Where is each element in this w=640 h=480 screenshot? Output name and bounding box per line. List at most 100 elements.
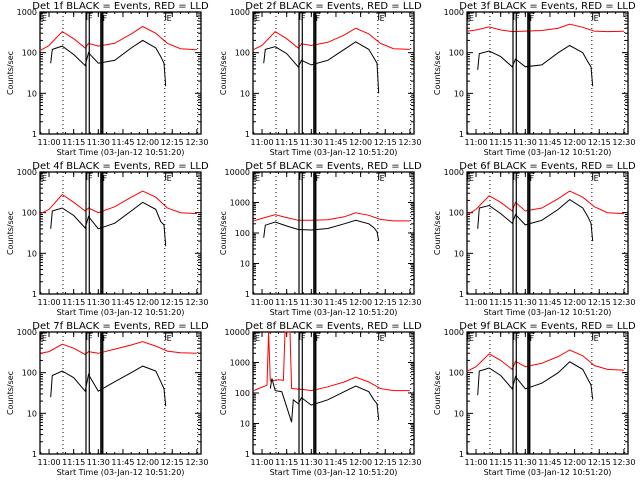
- x-tick-label: 11:15: [489, 138, 512, 147]
- x-tick-label: 11:00: [465, 458, 488, 467]
- flag-label: F: [301, 14, 306, 23]
- x-axis-label: Start Time (03-Jan-12 10:51:20): [484, 148, 612, 157]
- flag-label: F: [515, 334, 520, 343]
- y-tick-label: 1: [245, 290, 250, 299]
- panel-title: Det 6f BLACK = Events, RED = LLD: [459, 161, 636, 172]
- panel-7: Det 7f BLACK = Events, RED = LLD 1 10 100 10…: [6, 321, 209, 477]
- flag-label: E: [42, 334, 47, 343]
- lld-series-line: [467, 349, 624, 372]
- panel-1: Det 1f BLACK = Events, RED = LLD 1 10 100 10…: [6, 1, 209, 157]
- x-tick-label: 12:30: [612, 298, 635, 307]
- panel-title: Det 8f BLACK = Events, RED = LLD: [245, 321, 422, 332]
- x-tick-label: 12:00: [136, 298, 159, 307]
- x-axis-label: Start Time (03-Jan-12 10:51:20): [484, 468, 612, 477]
- y-tick-label: 1000: [17, 168, 37, 177]
- x-tick-label: 12:15: [161, 458, 184, 467]
- y-tick-label: 1: [459, 130, 464, 139]
- x-tick-label: 11:45: [324, 138, 347, 147]
- y-tick-label: 1: [459, 290, 464, 299]
- x-tick-label: 11:45: [324, 458, 347, 467]
- plot-frame: [39, 11, 202, 135]
- plot-frame: [252, 11, 415, 135]
- x-tick-label: 11:15: [62, 298, 85, 307]
- x-tick-label: 12:30: [185, 138, 208, 147]
- lld-series-line: [467, 23, 624, 33]
- x-tick-label: 12:00: [349, 298, 372, 307]
- x-tick-label: 12:00: [563, 138, 586, 147]
- x-axis-label: Start Time (03-Jan-12 10:51:20): [270, 148, 398, 157]
- panel-title: Det 9f BLACK = Events, RED = LLD: [459, 321, 636, 332]
- flag-label: F: [103, 14, 108, 23]
- panel-9: Det 9f BLACK = Events, RED = LLD 1 10 100 10…: [433, 321, 636, 477]
- lld-series-line: [253, 27, 410, 50]
- x-tick-label: 12:15: [588, 138, 611, 147]
- x-tick-label: 11:30: [514, 458, 537, 467]
- x-tick-label: 11:15: [489, 298, 512, 307]
- x-tick-label: 11:30: [87, 138, 110, 147]
- y-tick-label: 1000: [230, 8, 250, 17]
- y-tick-label: 100: [449, 209, 464, 218]
- plot-frame: [252, 171, 415, 295]
- x-tick-label: 11:00: [251, 458, 274, 467]
- y-axis-label: Counts/sec: [6, 211, 15, 255]
- panel-5: Det 5f BLACK = Events, RED = LLD 1 10 100 10…: [219, 161, 422, 317]
- y-tick-label: 1000: [230, 359, 250, 368]
- events-series-line: [477, 361, 594, 400]
- x-tick-label: 11:15: [275, 138, 298, 147]
- lld-series-line: [253, 331, 410, 392]
- panel-title: Det 2f BLACK = Events, RED = LLD: [245, 1, 422, 12]
- x-tick-label: 12:30: [398, 458, 421, 467]
- plot-frame: [252, 331, 415, 455]
- events-series-line: [477, 44, 594, 87]
- flag-label: E: [594, 174, 599, 183]
- x-tick-label: 11:15: [275, 458, 298, 467]
- x-tick-label: 11:30: [514, 298, 537, 307]
- y-tick-label: 10000: [225, 168, 250, 177]
- y-tick-label: 1: [32, 450, 37, 459]
- y-tick-label: 100: [235, 49, 250, 58]
- x-tick-label: 11:30: [300, 458, 323, 467]
- y-tick-label: 10: [240, 420, 250, 429]
- y-tick-label: 10: [454, 409, 464, 418]
- y-tick-label: 1000: [444, 328, 464, 337]
- x-axis-label: Start Time (03-Jan-12 10:51:20): [270, 308, 398, 317]
- y-tick-label: 1: [245, 130, 250, 139]
- y-axis-label: Counts/sec: [433, 211, 442, 255]
- plot-frame: [466, 171, 629, 295]
- x-axis-label: Start Time (03-Jan-12 10:51:20): [57, 308, 185, 317]
- y-tick-label: 100: [235, 229, 250, 238]
- x-tick-label: 12:30: [185, 458, 208, 467]
- flag-label: E: [594, 14, 599, 23]
- events-series-line: [50, 201, 167, 247]
- events-series-line: [477, 198, 594, 242]
- x-tick-label: 12:15: [161, 138, 184, 147]
- x-tick-label: 11:45: [538, 298, 561, 307]
- panel-title: Det 7f BLACK = Events, RED = LLD: [32, 321, 209, 332]
- x-tick-label: 11:15: [275, 298, 298, 307]
- x-tick-label: 11:15: [489, 458, 512, 467]
- y-tick-label: 10: [454, 89, 464, 98]
- x-tick-label: 11:45: [324, 298, 347, 307]
- y-axis-label: Counts/sec: [433, 371, 442, 415]
- panel-2: Det 2f BLACK = Events, RED = LLD 1 10 100 10…: [219, 1, 422, 157]
- flag-label: F: [530, 334, 535, 343]
- flag-label: E: [380, 334, 385, 343]
- flag-label: F: [88, 174, 93, 183]
- x-tick-label: 11:30: [514, 138, 537, 147]
- x-tick-label: 12:30: [612, 458, 635, 467]
- x-tick-label: 12:00: [349, 458, 372, 467]
- flag-label: E: [380, 174, 385, 183]
- plot-frame: [39, 171, 202, 295]
- y-tick-label: 1000: [444, 8, 464, 17]
- flag-label: E: [469, 334, 474, 343]
- y-tick-label: 1000: [444, 168, 464, 177]
- flag-label: F: [301, 334, 306, 343]
- x-tick-label: 12:15: [588, 298, 611, 307]
- flag-label: F: [103, 334, 108, 343]
- flag-label: E: [594, 334, 599, 343]
- y-tick-label: 100: [22, 49, 37, 58]
- y-tick-label: 10000: [225, 328, 250, 337]
- panel-title: Det 4f BLACK = Events, RED = LLD: [32, 161, 209, 172]
- plot-frame: [466, 331, 629, 455]
- x-tick-label: 11:00: [465, 138, 488, 147]
